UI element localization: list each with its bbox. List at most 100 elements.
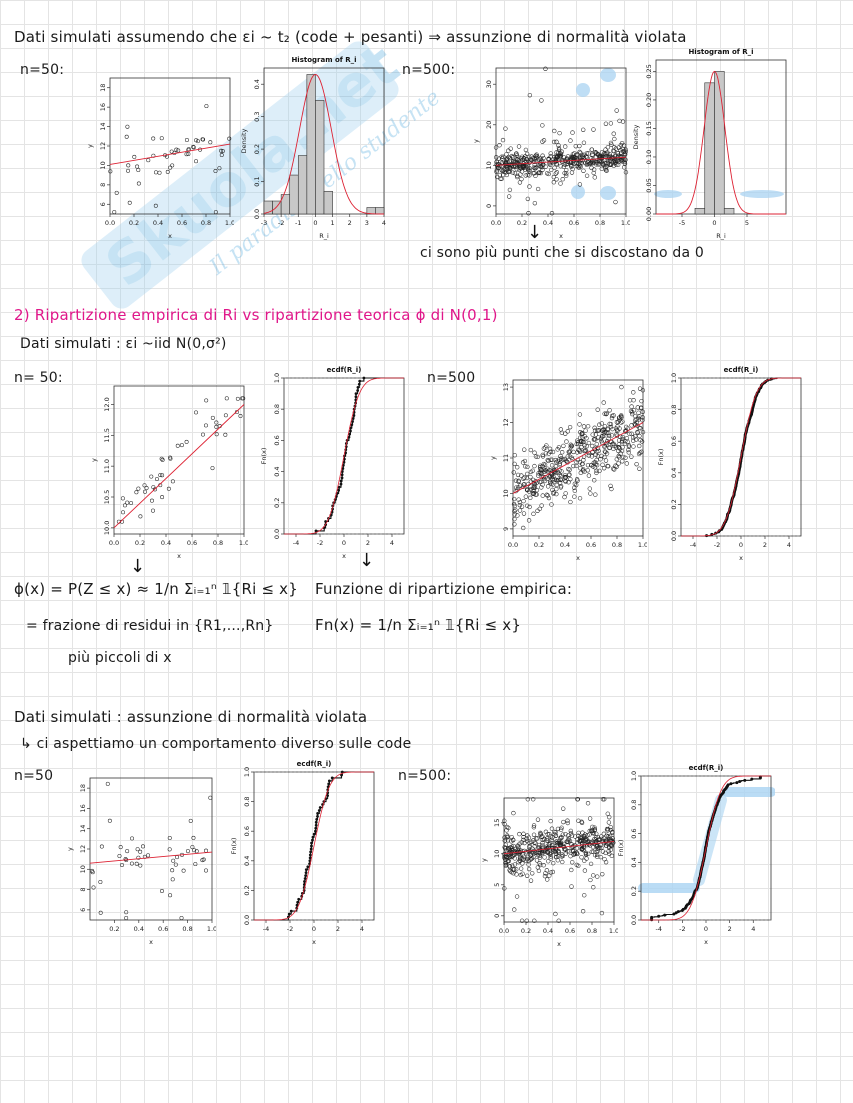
data-point [508,146,513,151]
data-point [191,835,196,840]
data-point [540,837,545,843]
data-point [619,384,624,390]
data-point [538,831,543,836]
data-point [533,841,538,846]
ecdf-point [316,812,320,815]
data-point [554,839,559,844]
data-point [126,168,131,173]
y-tick-label: 0.0 [670,531,678,541]
data-point [574,441,579,447]
data-point [526,518,532,523]
data-point [159,889,164,893]
histogram-bar [289,174,299,215]
data-point [509,847,514,853]
x-tick-label: 1.0 [239,539,248,547]
y-tick-label: 0.2 [253,144,261,154]
ecdf-title: Funzione di ripartizione empirica: [315,580,573,598]
data-point [224,396,229,401]
ecdf-point [358,379,362,383]
data-point [213,169,218,173]
data-point [532,463,537,469]
data-point [631,390,636,395]
data-point [600,849,606,854]
data-point [208,140,213,145]
data-point [608,483,613,489]
data-point [608,140,614,146]
ecdf-point [351,420,354,424]
y-tick-label: 1.0 [670,373,678,383]
smaller-text: più piccoli di x [68,650,172,666]
x-tick-label: -2 [714,541,720,549]
data-point [584,856,589,861]
data-point [637,414,642,419]
ecdf-point [356,385,360,389]
data-point [149,498,154,503]
data-point [494,169,499,174]
x-tick-label: 0.6 [569,219,579,227]
x-tick-label: 1.0 [207,925,216,933]
data-point [201,432,205,437]
x-tick-label: 0.0 [105,219,115,227]
data-point [610,829,615,835]
data-point [540,153,545,158]
section3-n50: n=50 [14,768,54,784]
data-point [589,156,594,161]
x-tick-label: 0.8 [587,927,597,935]
y-tick-label: 0.8 [670,404,678,414]
x-tick-label: 0.4 [134,925,144,933]
data-point [602,797,607,802]
data-point [238,414,243,419]
data-point [168,456,173,461]
data-point [530,855,535,861]
x-tick-label: 0.0 [109,539,119,547]
data-point [512,461,517,467]
data-point [626,450,631,455]
data-point [590,432,595,437]
data-point [558,151,564,157]
data-point [539,503,544,508]
data-point [576,833,581,838]
data-point [630,411,635,417]
data-point [562,474,568,480]
data-point [160,495,165,500]
highlight-mark [638,787,775,893]
regression-line [512,422,644,494]
data-point [570,130,575,135]
data-point [551,139,557,145]
data-point [505,859,510,864]
data-point [512,856,517,861]
plot-s2a: 0.0 0.2 0.4 0.6 0.8 1.0 10.0 10.5 11.0 11.5 12.0 x y [88,378,248,560]
x-tick-label: 0.6 [565,927,575,935]
y-tick-label: 10 [79,865,87,873]
data-point [568,138,573,143]
data-point [596,839,601,845]
data-point [534,836,539,841]
data-point [574,851,580,857]
data-point [599,910,605,916]
data-point [620,459,625,464]
y-tick-label: 0.6 [630,828,638,838]
data-point [510,155,516,160]
plot-e3b: -4 -2 0 2 4 0.0 0.2 0.4 0.6 0.8 1.0 x Fn(x) ecdf(R_i) [615,760,775,946]
data-point [603,168,609,173]
data-point [627,431,632,437]
data-point [601,831,607,837]
data-point [557,472,562,477]
data-point [629,431,634,436]
data-point [138,863,143,868]
data-point [522,475,527,480]
data-point [577,149,582,155]
data-point [634,461,639,467]
data-point [561,457,566,462]
normal-cdf-curve [254,771,374,921]
plot-e3a: -4 -2 0 2 4 0.0 0.2 0.4 0.6 0.8 1.0 x Fn(x) ecdf(R_i) [228,756,378,946]
data-point [541,461,546,467]
x-tick-label: 0 [712,219,716,227]
ecdf-point [308,856,312,860]
data-point [577,435,583,440]
data-point [525,196,531,202]
data-point [512,862,518,867]
data-point [553,464,559,469]
data-point [546,495,552,501]
y-tick-label: 0.4 [243,856,251,866]
